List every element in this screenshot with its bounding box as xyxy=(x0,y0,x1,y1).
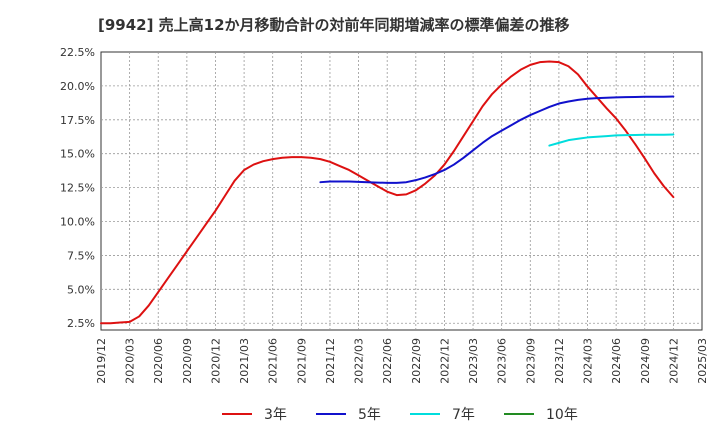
legend-label-2: 7年 xyxy=(452,407,475,423)
y-axis: 2.5% 5.0% 7.5% 10.0% 12.5% 15.0% 17.5% 20.0% 22.… xyxy=(60,46,95,330)
x-tick-label: 2024/06 xyxy=(610,338,623,384)
y-tick-label: 5.0% xyxy=(67,283,95,296)
x-tick-label: 2020/09 xyxy=(181,338,194,384)
x-tick-label: 2021/03 xyxy=(238,338,251,384)
y-tick-label: 22.5% xyxy=(60,46,95,59)
x-tick-label: 2021/06 xyxy=(267,338,280,384)
series-line-0 xyxy=(100,60,675,325)
x-tick-label: 2022/06 xyxy=(381,338,394,384)
x-tick-label: 2020/12 xyxy=(209,338,222,384)
x-tick-label: 2022/03 xyxy=(353,338,366,384)
x-tick-label: 2025/03 xyxy=(696,338,709,384)
x-tick-label: 2019/12 xyxy=(95,338,108,384)
legend-label-1: 5年 xyxy=(358,407,381,423)
grid-layer xyxy=(101,52,702,330)
legend-label-0: 3年 xyxy=(264,407,287,423)
x-tick-label: 2023/09 xyxy=(524,338,537,384)
legend: 3年 5年 7年 10年 xyxy=(222,407,578,423)
x-tick-label: 2021/09 xyxy=(295,338,308,384)
y-tick-label: 15.0% xyxy=(60,148,95,161)
y-tick-label: 20.0% xyxy=(60,80,95,93)
x-tick-label: 2023/06 xyxy=(496,338,509,384)
x-tick-label: 2023/03 xyxy=(467,338,480,384)
y-tick-label: 10.0% xyxy=(60,216,95,229)
legend-label-3: 10年 xyxy=(546,407,578,423)
x-tick-label: 2020/06 xyxy=(152,338,165,384)
series-line-2 xyxy=(548,133,675,147)
x-tick-label: 2022/12 xyxy=(438,338,451,384)
x-tick-label: 2020/03 xyxy=(124,338,137,384)
y-tick-label: 12.5% xyxy=(60,182,95,195)
x-axis: 2019/12 2020/03 2020/06 2020/09 2020/12 2021/… xyxy=(95,338,709,384)
y-tick-label: 7.5% xyxy=(67,249,95,262)
series-line-1 xyxy=(319,95,675,184)
y-tick-label: 17.5% xyxy=(60,114,95,127)
x-tick-label: 2023/12 xyxy=(553,338,566,384)
x-tick-label: 2021/12 xyxy=(324,338,337,384)
x-tick-label: 2024/03 xyxy=(582,338,595,384)
y-tick-label: 2.5% xyxy=(67,317,95,330)
series-layer xyxy=(100,60,675,325)
x-tick-label: 2022/09 xyxy=(410,338,423,384)
plot-area xyxy=(100,51,703,331)
x-tick-label: 2024/09 xyxy=(639,338,652,384)
chart-title: [9942] 売上高12か月移動合計の対前年同期増減率の標準偏差の推移 xyxy=(98,16,570,34)
x-tick-label: 2024/12 xyxy=(667,338,680,384)
